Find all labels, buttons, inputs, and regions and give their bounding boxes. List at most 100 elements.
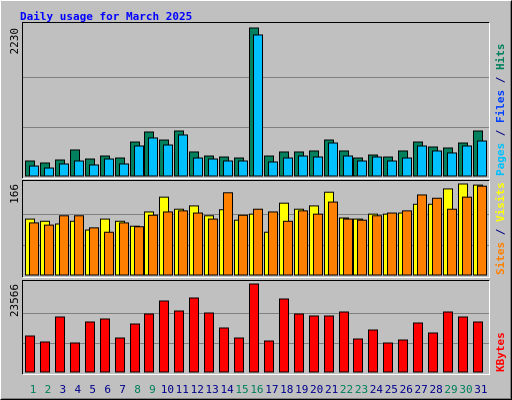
bar [372, 215, 382, 276]
x-tick-label: 27 [415, 383, 428, 396]
x-tick-label: 30 [459, 383, 472, 396]
bar [208, 218, 218, 276]
bar [268, 211, 278, 276]
legend-separator: / [494, 76, 507, 83]
x-tick-label: 7 [119, 383, 126, 396]
bar [193, 157, 203, 177]
x-tick-label: 31 [474, 383, 487, 396]
bar [477, 140, 487, 177]
panel-border [22, 22, 490, 179]
bar [383, 342, 393, 373]
bar [238, 160, 248, 177]
bar [174, 310, 184, 373]
legend-separator: / [494, 129, 507, 136]
bar [163, 144, 173, 177]
panel-border [22, 280, 490, 375]
y-tick-label: 166 [8, 184, 21, 204]
bar [309, 315, 319, 373]
x-tick-label: 5 [89, 383, 96, 396]
bar [234, 337, 244, 373]
bar [283, 157, 293, 177]
x-tick-label: 21 [325, 383, 338, 396]
bar [417, 194, 427, 276]
legend-separator: / [494, 228, 507, 235]
x-tick-label: 28 [429, 383, 442, 396]
bar [44, 167, 54, 177]
bar [402, 210, 412, 276]
bar [313, 156, 323, 177]
x-tick-label: 4 [74, 383, 81, 396]
x-tick-label: 8 [134, 383, 141, 396]
x-tick-label: 9 [149, 383, 156, 396]
bar [178, 134, 188, 177]
bar [328, 201, 338, 276]
bar [417, 145, 427, 177]
bar [119, 222, 129, 276]
bar [368, 329, 378, 373]
bar [279, 298, 289, 373]
x-tick-label: 20 [310, 383, 323, 396]
panel-border [22, 22, 490, 179]
y-tick-label: 23566 [8, 284, 21, 317]
bar [104, 158, 114, 177]
bar [413, 322, 423, 373]
panel-border [22, 180, 490, 278]
bar [253, 208, 263, 276]
bar [208, 158, 218, 177]
bar [89, 227, 99, 276]
x-tick-label: 25 [385, 383, 398, 396]
x-tick-label: 3 [60, 383, 67, 396]
legend: Sites / Visits [494, 182, 507, 275]
bar [447, 152, 457, 177]
bar [189, 297, 199, 373]
x-tick-label: 23 [355, 383, 368, 396]
bar [387, 160, 397, 177]
bar [40, 341, 50, 373]
bar [428, 332, 438, 373]
bar [85, 321, 95, 373]
bar [447, 208, 457, 276]
chart-title: Daily usage for March 2025 [20, 10, 192, 23]
bar [104, 231, 114, 276]
bar [328, 142, 338, 177]
bar [477, 185, 487, 276]
bar [148, 137, 158, 177]
bar [219, 327, 229, 373]
x-tick-label: 19 [295, 383, 308, 396]
bar [134, 226, 144, 276]
bar [432, 150, 442, 177]
x-tick-label: 2 [45, 383, 52, 396]
bar [283, 220, 293, 276]
bar [204, 312, 214, 373]
y-tick-label: 2230 [8, 28, 21, 55]
panel-border [22, 280, 490, 375]
x-tick-label: 13 [206, 383, 219, 396]
legend-entry: Hits [494, 44, 507, 71]
bar [324, 315, 334, 373]
legend-entry: Files [494, 90, 507, 123]
bar [298, 210, 308, 276]
x-tick-label: 18 [280, 383, 293, 396]
bar [298, 155, 308, 177]
x-tick-label: 29 [444, 383, 457, 396]
bar [148, 214, 158, 276]
x-tick-label: 11 [176, 383, 189, 396]
bar [55, 316, 65, 373]
bar [134, 145, 144, 177]
bar [343, 155, 353, 177]
bar [353, 338, 363, 373]
bar [357, 219, 367, 276]
bar [462, 145, 472, 177]
bar [462, 196, 472, 276]
bar [163, 211, 173, 276]
x-tick-label: 14 [220, 383, 234, 396]
bar [372, 156, 382, 177]
bar [115, 337, 125, 373]
legend: KBytes [494, 332, 507, 372]
bar [119, 163, 129, 177]
bar [130, 323, 140, 373]
